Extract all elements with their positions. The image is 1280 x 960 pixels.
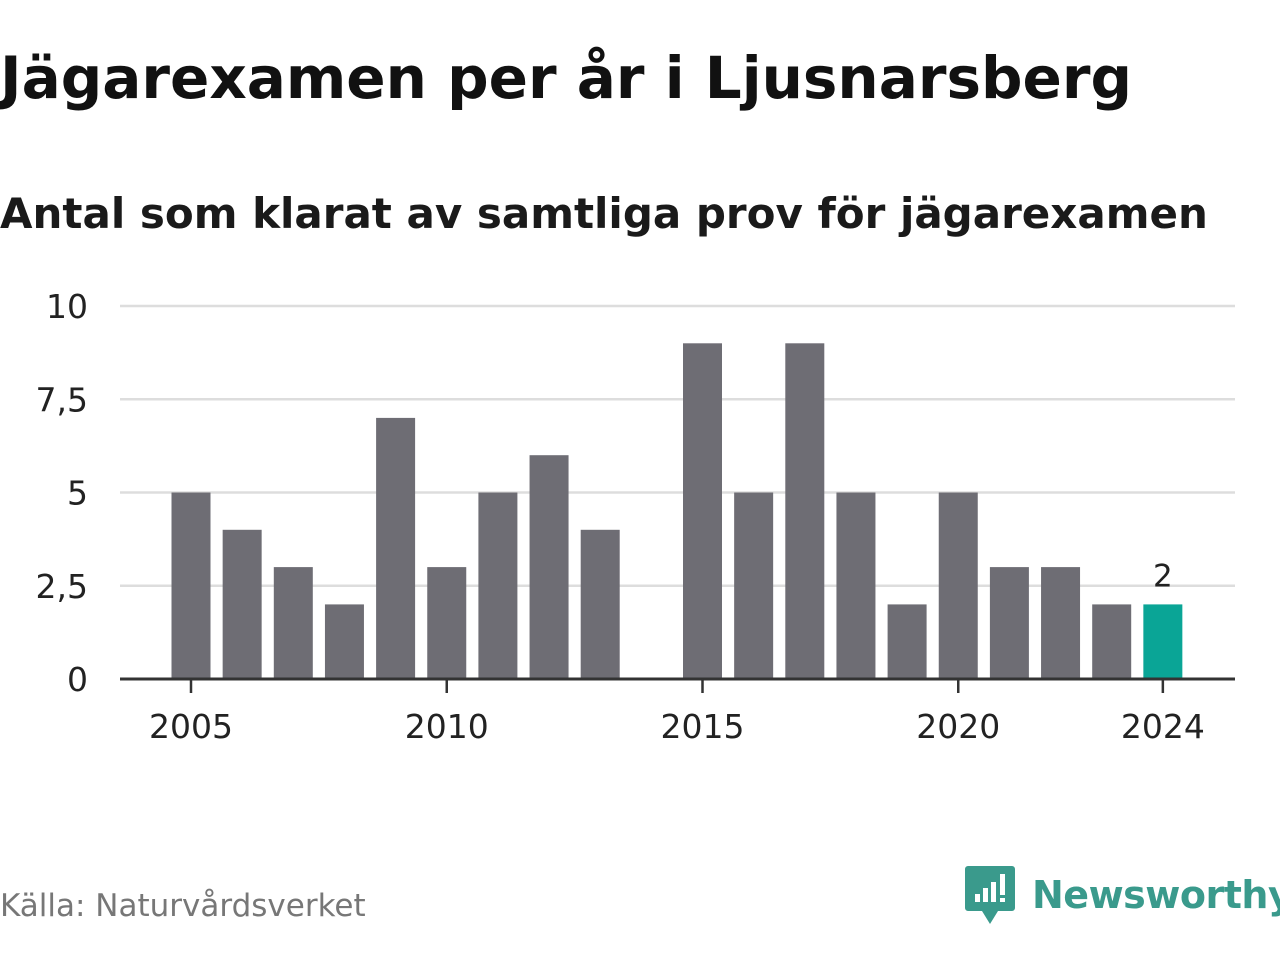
- y-tick-label: 2,5: [36, 567, 88, 606]
- x-tick-label: 2020: [916, 707, 1000, 746]
- newsworthy-wordmark: Newsworthy: [1032, 873, 1280, 917]
- bar-highlight: [1143, 604, 1183, 679]
- bar: [785, 343, 825, 679]
- y-tick-label: 0: [67, 660, 88, 699]
- y-tick-label: 7,5: [36, 380, 88, 419]
- bar: [1092, 604, 1132, 679]
- y-tick-label: 10: [46, 287, 88, 326]
- bar: [478, 492, 518, 679]
- bar: [376, 417, 416, 679]
- bar: [580, 529, 620, 679]
- chart-subtitle: Antal som klarat av samtliga prov för jä…: [0, 189, 1208, 238]
- x-tick-label: 2024: [1121, 707, 1205, 746]
- bar: [989, 567, 1029, 679]
- chart-title: Jägarexamen per år i Ljusnarsberg: [0, 44, 1132, 112]
- data-label: 2: [1153, 558, 1173, 594]
- x-tick-label: 2010: [405, 707, 489, 746]
- bar: [683, 343, 722, 679]
- source-note: Källa: Naturvårdsverket: [0, 888, 366, 924]
- bar: [836, 492, 876, 679]
- bar: [887, 604, 927, 679]
- bar: [273, 567, 313, 679]
- bar: [222, 529, 262, 679]
- x-tick-label: 2005: [149, 707, 233, 746]
- x-tick-label: 2015: [661, 707, 745, 746]
- bar: [529, 455, 569, 679]
- newsworthy-logo-icon: [965, 866, 1015, 924]
- bar: [427, 567, 467, 679]
- bar: [1041, 567, 1081, 679]
- newsworthy-logo: Newsworthy: [964, 864, 1280, 926]
- y-tick-label: 5: [67, 474, 88, 513]
- bar: [938, 492, 978, 679]
- bar: [171, 492, 211, 679]
- bar: [734, 492, 774, 679]
- bar: [324, 604, 364, 679]
